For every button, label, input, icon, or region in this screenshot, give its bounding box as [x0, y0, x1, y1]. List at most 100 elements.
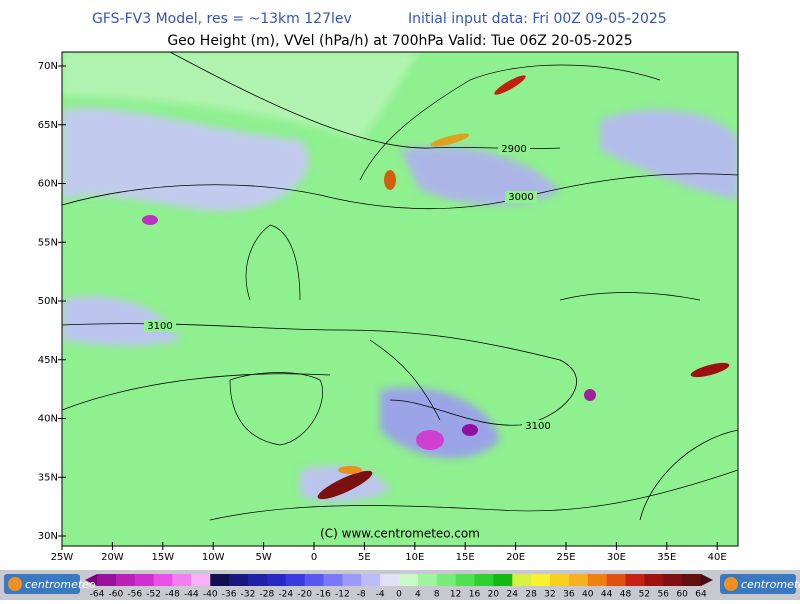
colorbar-swatch	[436, 574, 457, 586]
lon-label: 10E	[405, 552, 424, 563]
lat-label: 60N	[38, 179, 58, 190]
lat-label: 65N	[38, 120, 58, 131]
colorbar-label: -44	[184, 590, 199, 600]
lon-label: 15W	[151, 552, 174, 563]
colorbar-label: 28	[525, 590, 537, 600]
colorbar-swatch	[380, 574, 400, 586]
lat-label: 30N	[38, 531, 58, 542]
map-frame	[61, 51, 739, 547]
colorbar-swatch	[682, 574, 702, 586]
lon-label: 40E	[708, 552, 727, 563]
contour-label-bg	[522, 420, 554, 432]
colorbar-swatch	[512, 574, 532, 586]
colorbar-swatch	[550, 574, 570, 586]
colorbar-arrow	[85, 574, 97, 586]
colorbar-swatch	[153, 574, 173, 586]
lat-label: 70N	[38, 61, 58, 72]
contour-label: 2900	[501, 144, 526, 155]
lon-label: 25W	[51, 552, 74, 563]
colorbar-label: -36	[222, 590, 237, 600]
colorbar-swatch	[568, 574, 589, 586]
colorbar-label: 56	[658, 590, 670, 600]
colorbar-swatch	[210, 574, 230, 586]
colorbar-label: -32	[241, 590, 256, 600]
colorbar-label: -20	[297, 590, 312, 600]
lon-label: 30E	[607, 552, 626, 563]
contour-label: 3100	[525, 421, 550, 432]
colorbar-label: -28	[260, 590, 275, 600]
lon-label: 15E	[456, 552, 475, 563]
lat-label: 45N	[38, 355, 58, 366]
colorbar-label: 64	[695, 590, 707, 600]
colorbar-label: -16	[316, 590, 331, 600]
colorbar-label: 8	[434, 590, 440, 600]
map-field	[62, 52, 738, 546]
colorbar-label: 24	[507, 590, 519, 600]
model-title: GFS-FV3 Model, res = ~13km 127lev	[92, 11, 352, 27]
axis-labels: 70N 65N 60N 55N 50N 45N 40N 35N 30N 25W 20W 15W 10W 5…	[38, 61, 727, 563]
contour-labels: 2900 3000 3100 3100	[144, 143, 554, 432]
colorbar-label: 0	[396, 590, 402, 600]
colorbar-swatch	[663, 574, 683, 586]
lon-label: 10W	[202, 552, 225, 563]
colorbar-swatch	[644, 574, 664, 586]
lat-label: 50N	[38, 296, 58, 307]
colorbar-label: 36	[563, 590, 575, 600]
init-title: Initial input data: Fri 00Z 09-05-2025	[408, 11, 667, 27]
contour-label: 3100	[147, 321, 172, 332]
colorbar-label: -24	[278, 590, 293, 600]
coastlines	[209, 64, 738, 521]
colorbar-swatch	[229, 574, 249, 586]
lon-label: 35E	[657, 552, 676, 563]
colorbar-swatch	[248, 574, 268, 586]
colorbar-swatch	[399, 574, 419, 586]
colorbar-swatch	[493, 574, 513, 586]
colorbar-label: -64	[90, 590, 105, 600]
lon-label: 5W	[255, 552, 271, 563]
colorbar-swatch	[625, 574, 645, 586]
contour-label-bg	[505, 191, 537, 203]
colorbar-swatch	[606, 574, 626, 586]
colorbar-swatch	[361, 574, 381, 586]
colorbar-label: 60	[676, 590, 688, 600]
logo-text: centrometeo	[25, 578, 96, 591]
contour-label-bg	[498, 143, 530, 155]
strong-motion	[142, 75, 730, 500]
contour-label-bg	[144, 320, 176, 332]
colorbar-swatch	[587, 574, 608, 586]
colorbar-label: -56	[127, 590, 142, 600]
lon-label: 0	[311, 552, 317, 563]
colorbar-swatch	[304, 574, 324, 586]
colorbar-label: 52	[639, 590, 650, 600]
colorbar-label: -48	[165, 590, 180, 600]
colorbar-label: -60	[109, 590, 124, 600]
colorbar-label: -52	[146, 590, 161, 600]
colorbar-label: 40	[582, 590, 594, 600]
colorbar-swatch	[474, 574, 494, 586]
lat-label: 40N	[38, 414, 58, 425]
contours	[62, 52, 738, 521]
lon-label: 5E	[358, 552, 371, 563]
lat-label: 55N	[38, 237, 58, 248]
colorbar-swatch	[172, 574, 192, 586]
colorbar-label: 4	[415, 590, 421, 600]
colorbar-label: 32	[544, 590, 555, 600]
colorbar-label: -12	[335, 590, 350, 600]
colorbar-label: 44	[601, 590, 613, 600]
colorbar-swatch	[342, 574, 362, 586]
colorbar-label: 20	[488, 590, 500, 600]
logo-right: centrometeo	[720, 574, 800, 594]
colorbar-swatch	[531, 574, 551, 586]
colorbar-label: 12	[450, 590, 461, 600]
colorbar: -64 -60 -56 -52 -48 -44 -40 -36 -32 -28 -24 -20 -16-…	[85, 574, 713, 600]
colorbar-swatch	[323, 574, 343, 586]
logo-left: centrometeo	[4, 574, 96, 594]
colorbar-label: -40	[203, 590, 218, 600]
lat-label: 35N	[38, 472, 58, 483]
colorbar-label: 48	[620, 590, 632, 600]
colorbar-swatch	[97, 574, 117, 586]
field-title: Geo Height (m), VVel (hPa/h) at 700hPa V…	[167, 33, 632, 49]
colorbar-swatch	[266, 574, 287, 586]
colorbar-swatch	[455, 574, 475, 586]
